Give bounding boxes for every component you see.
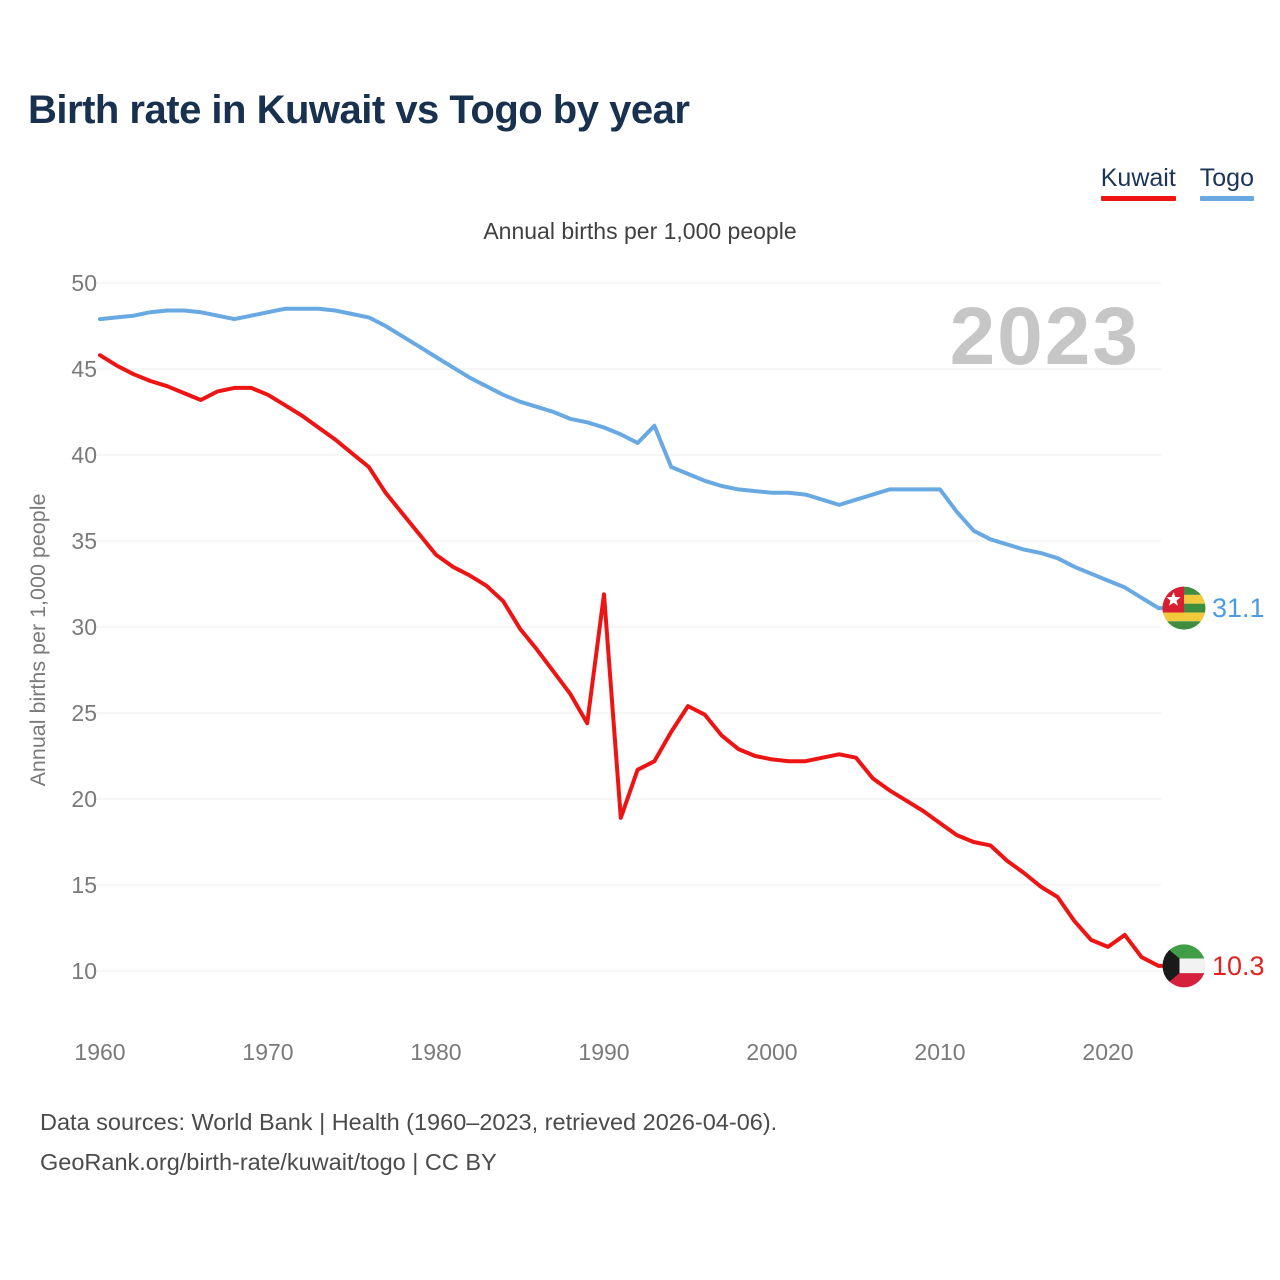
series-line-kuwait[interactable] [98, 353, 1161, 968]
series-line-togo[interactable] [98, 306, 1161, 611]
legend-item-togo[interactable]: Togo [1199, 164, 1254, 201]
legend-color-bar-kuwait [1100, 196, 1176, 201]
legend-label-kuwait: Kuwait [1100, 164, 1176, 192]
y-tick-label-50: 50 [71, 270, 97, 296]
togo-flag-icon [1162, 586, 1206, 630]
footer-data-sources: Data sources: World Bank | Health (1960–… [40, 1109, 778, 1135]
x-tick-label-1990: 1990 [578, 1039, 629, 1065]
chart-subtitle: Annual births per 1,000 people [483, 218, 797, 244]
footer-attribution: GeoRank.org/birth-rate/kuwait/togo | CC … [40, 1149, 497, 1175]
end-value-label-togo: 31.1 [1212, 593, 1265, 623]
y-tick-label-10: 10 [71, 958, 97, 984]
x-tick-label-1960: 1960 [74, 1039, 125, 1065]
x-tick-label-1970: 1970 [242, 1039, 293, 1065]
y-tick-label-25: 25 [71, 700, 97, 726]
y-tick-label-35: 35 [71, 528, 97, 554]
legend-label-togo: Togo [1199, 164, 1254, 192]
watermark-year: 2023 [950, 291, 1140, 382]
y-axis-title: Annual births per 1,000 people [26, 494, 50, 787]
y-tick-label-45: 45 [71, 356, 97, 382]
x-tick-label-2000: 2000 [746, 1039, 797, 1065]
y-tick-label-20: 20 [71, 786, 97, 812]
page-title: Birth rate in Kuwait vs Togo by year [28, 88, 690, 132]
x-tick-label-1980: 1980 [410, 1039, 461, 1065]
y-tick-label-30: 30 [71, 614, 97, 640]
footer: Data sources: World Bank | Health (1960–… [40, 1102, 777, 1182]
legend: Kuwait Togo [1100, 164, 1254, 201]
end-value-label-kuwait: 10.3 [1212, 951, 1265, 981]
legend-item-kuwait[interactable]: Kuwait [1100, 164, 1176, 201]
x-tick-label-2020: 2020 [1082, 1039, 1133, 1065]
kuwait-flag-icon [1162, 944, 1206, 988]
y-tick-label-15: 15 [71, 872, 97, 898]
y-tick-label-40: 40 [71, 442, 97, 468]
legend-color-bar-togo [1199, 196, 1254, 201]
x-tick-label-2010: 2010 [914, 1039, 965, 1065]
